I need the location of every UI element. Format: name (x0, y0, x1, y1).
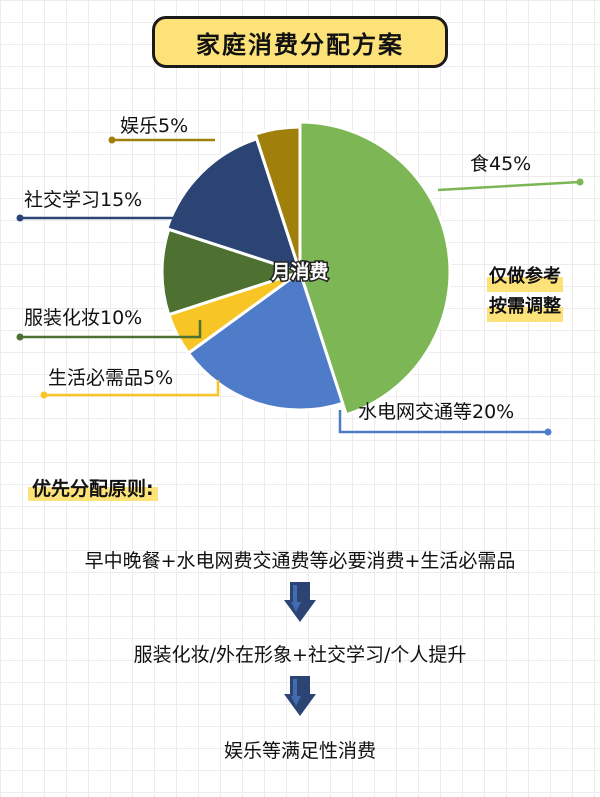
callout-dot (544, 428, 552, 436)
principle-step-1: 早中晚餐+水电网费交通费等必要消费+生活必需品 (84, 550, 516, 572)
slice-label: 生活必需品5% (48, 367, 173, 389)
down-arrow-icon (284, 582, 316, 622)
slice-label: 娱乐5% (120, 115, 188, 137)
callouts: 食45% 水电网交通等20% 生活必需品5% 服装化妆10% 社交学习15% 娱乐5% (16, 115, 584, 436)
callout-line (437, 180, 581, 192)
callout-line (20, 212, 202, 220)
principle-step-2: 服装化妆/外在形象+社交学习/个人提升 (133, 644, 467, 666)
reference-note: 仅做参考 按需调整 (470, 262, 580, 322)
callout-dot (40, 391, 48, 399)
slice-label: 水电网交通等20% (358, 401, 514, 423)
principle-step-3: 娱乐等满足性消费 (223, 740, 376, 762)
callout-line (338, 410, 548, 434)
slice-label: 社交学习15% (24, 189, 142, 211)
pie-slice (186, 270, 345, 412)
pie-slice (253, 125, 302, 274)
callout-dot (576, 178, 584, 186)
callout-line (44, 380, 220, 397)
slice-label: 服装化妆10% (24, 307, 142, 329)
pie-slice (298, 120, 452, 417)
callout-dot (16, 214, 24, 222)
page-title: 家庭消费分配方案 (152, 16, 448, 68)
pie-slice (160, 227, 302, 317)
pie-chart: 食45% 水电网交通等20% 生活必需品5% 服装化妆10% 社交学习15% 娱乐5% 月… (16, 115, 584, 436)
chart-center-label: 月消费 (270, 260, 328, 283)
pie-slices (160, 120, 452, 417)
slice-label: 食45% (470, 153, 531, 175)
note-line-1: 仅做参考 (487, 262, 563, 292)
down-arrow-icon (284, 676, 316, 716)
callout-dot (16, 333, 24, 341)
principles-title: 优先分配原则: (28, 474, 158, 501)
callout-line (20, 320, 202, 339)
note-line-2: 按需调整 (487, 292, 563, 322)
callout-dot (108, 136, 116, 144)
